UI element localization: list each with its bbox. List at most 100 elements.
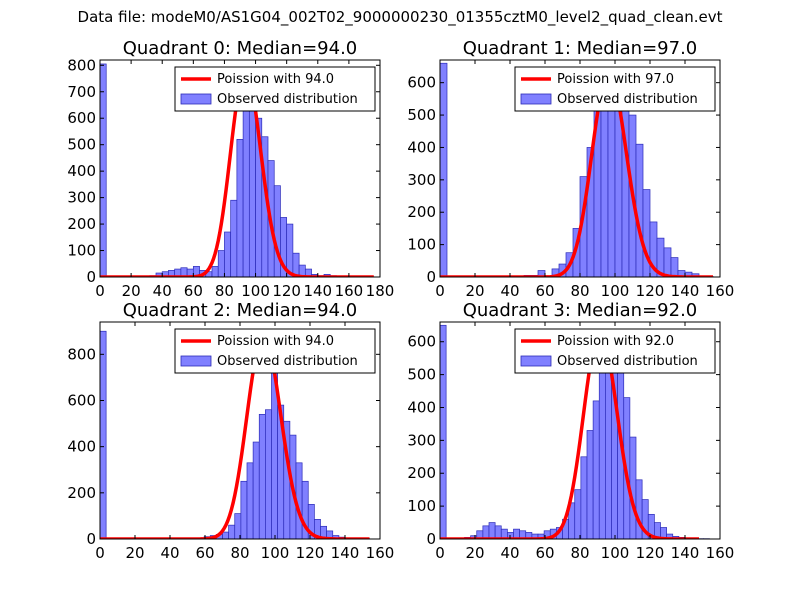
panel-title: Quadrant 0: Median=94.0	[123, 38, 358, 59]
panel-title: Quadrant 1: Median=97.0	[463, 38, 698, 59]
x-tick-label: 120	[296, 544, 325, 562]
y-tick-label: 200	[407, 464, 436, 482]
x-tick-label: 60	[535, 544, 554, 562]
plot-area-3	[440, 324, 710, 539]
y-tick-label: 100	[67, 242, 96, 260]
axes-frame	[99, 59, 381, 278]
x-tick-label: 80	[215, 282, 234, 300]
panel-1: 0 20 40 60 80 100 120 140 160 0 100 200 300 400 500 600…	[407, 38, 734, 300]
y-tick-label: 400	[407, 398, 436, 416]
x-tick-label: 60	[184, 282, 203, 300]
histogram-bar	[273, 185, 281, 277]
histogram-bar	[580, 456, 588, 539]
x-tick-label: 20	[125, 544, 144, 562]
histogram-bar	[607, 85, 616, 277]
poisson-curve	[440, 71, 713, 277]
histogram-bar	[100, 63, 107, 277]
legend-hist-swatch	[520, 355, 552, 367]
panel-title: Quadrant 2: Median=94.0	[123, 300, 358, 321]
x-tick-label: 160	[366, 544, 395, 562]
y-tick-label: 100	[407, 497, 436, 515]
y-tick-label: 500	[67, 136, 96, 154]
x-tick-label: 0	[435, 544, 445, 562]
y-tick-label: 400	[407, 138, 436, 156]
x-tick-label: 0	[435, 282, 445, 300]
x-tick-label: 160	[706, 544, 735, 562]
histogram-bar	[482, 525, 490, 539]
x-tick-label: 100	[261, 544, 290, 562]
histogram-bar	[230, 199, 238, 277]
plot-area-0	[100, 63, 375, 277]
y-tick-label: 800	[67, 56, 96, 74]
histogram-bar	[236, 139, 244, 277]
panel-0: 0 20 40 60 80 100 120 140 160 1800100200300400500…	[67, 38, 394, 300]
histogram-bar	[592, 400, 600, 539]
y-tick-label: 600	[407, 74, 436, 92]
histogram-bar	[660, 527, 667, 539]
legend-hist-label: Observed distribution	[217, 92, 358, 107]
histogram-bar	[217, 250, 225, 277]
legend: Poission with 94.0 Observed distribution	[174, 66, 376, 112]
x-tick-label: 100	[601, 282, 630, 300]
histogram-bar	[240, 480, 248, 539]
y-tick-label: 200	[407, 203, 436, 221]
histogram-bar	[494, 525, 502, 539]
y-tick-label: 800	[67, 345, 96, 363]
y-tick-label: 600	[407, 333, 436, 351]
y-tick-label: 300	[407, 171, 436, 189]
x-tick-label: 80	[570, 282, 589, 300]
legend: Poission with 97.0 Observed distribution	[514, 66, 716, 112]
x-tick-label: 40	[500, 544, 519, 562]
x-tick-label: 0	[95, 282, 105, 300]
x-tick-label: 20	[465, 282, 484, 300]
poisson-curve	[440, 330, 699, 539]
legend-hist-swatch	[180, 355, 212, 367]
legend-hist-label: Observed distribution	[557, 354, 698, 369]
x-tick-label: 160	[335, 282, 364, 300]
x-tick-label: 40	[160, 544, 179, 562]
x-tick-label: 120	[636, 544, 665, 562]
legend: Poission with 92.0 Observed distribution	[514, 328, 716, 374]
legend-curve-label: Poission with 94.0	[217, 334, 334, 349]
x-tick-label: 140	[303, 282, 332, 300]
histogram-bar	[100, 330, 107, 539]
histogram-bar	[574, 489, 582, 539]
y-tick-label: 400	[67, 162, 96, 180]
legend-hist-swatch	[520, 93, 552, 105]
legend-curve-label: Poission with 97.0	[557, 72, 674, 87]
y-tick-label: 600	[67, 391, 96, 409]
legend-curve-label: Poission with 92.0	[557, 334, 674, 349]
legend-hist-swatch	[180, 93, 212, 105]
plot-area-2	[100, 330, 370, 539]
histogram-bar	[635, 479, 643, 539]
y-tick-label: 100	[407, 236, 436, 254]
panel-2: 0 20 40 60 80 100 120 140 160 0 200 400 600 800 Quadra…	[67, 300, 394, 562]
histogram-bar	[228, 524, 236, 539]
histogram-bar	[211, 266, 219, 277]
y-tick-label: 0	[86, 268, 96, 286]
y-tick-label: 600	[67, 109, 96, 127]
x-tick-label: 140	[671, 282, 700, 300]
x-tick-label: 180	[366, 282, 395, 300]
histogram-bar	[242, 101, 250, 277]
y-tick-label: 500	[407, 366, 436, 384]
x-tick-label: 160	[706, 282, 735, 300]
x-tick-label: 60	[535, 282, 554, 300]
histogram-bar	[440, 62, 448, 277]
histogram-bar	[488, 522, 496, 539]
poisson-curve	[100, 334, 370, 539]
legend-curve-label: Poission with 94.0	[217, 72, 334, 87]
y-tick-label: 400	[67, 438, 96, 456]
y-tick-label: 200	[67, 484, 96, 502]
y-tick-label: 700	[67, 83, 96, 101]
y-tick-label: 0	[426, 530, 436, 548]
y-tick-label: 300	[67, 189, 96, 207]
x-tick-label: 140	[331, 544, 360, 562]
x-tick-label: 40	[500, 282, 519, 300]
panel-title: Quadrant 3: Median=92.0	[463, 300, 698, 321]
x-tick-label: 100	[241, 282, 270, 300]
y-tick-label: 0	[426, 268, 436, 286]
x-tick-label: 140	[671, 544, 700, 562]
